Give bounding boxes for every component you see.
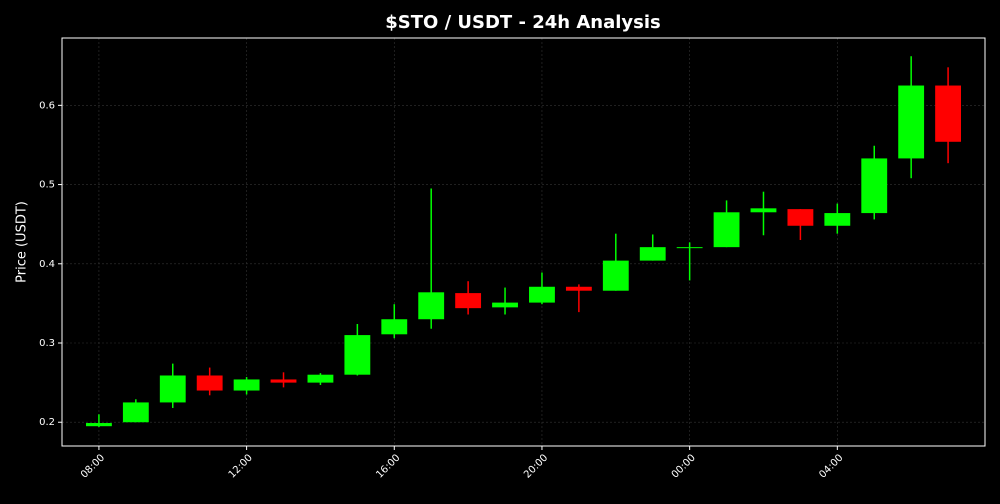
x-tick-label: 08:00 — [79, 452, 107, 480]
candle-body — [233, 379, 260, 391]
plot-frame — [61, 37, 986, 447]
y-tick-label: 0.2 — [39, 417, 55, 428]
x-tick-label: 04:00 — [817, 452, 845, 480]
y-tick-label: 0.5 — [39, 180, 55, 191]
candle-body — [418, 292, 445, 320]
candle-body — [381, 319, 408, 335]
candle-body — [455, 293, 482, 309]
candle-body — [898, 85, 925, 159]
y-tick-label: 0.4 — [39, 259, 55, 270]
candle-body — [529, 286, 555, 303]
candle-body — [492, 302, 518, 308]
candle-body — [824, 213, 851, 226]
candle-body — [85, 423, 112, 427]
candle-body — [676, 247, 703, 249]
y-tick-label: 0.6 — [39, 100, 55, 111]
candle-body — [344, 335, 371, 375]
x-tick-label: 16:00 — [374, 452, 402, 480]
candle-body — [713, 212, 740, 248]
candle-body — [935, 85, 962, 142]
candle-body — [602, 260, 629, 291]
candle-body — [307, 374, 334, 383]
chart-title: $STO / USDT - 24h Analysis — [385, 12, 661, 33]
candle-body — [159, 375, 186, 403]
candle-body — [122, 402, 149, 423]
candle-body — [565, 286, 592, 291]
candle-body — [750, 208, 777, 213]
candle-body — [639, 247, 666, 261]
candle-body — [270, 379, 297, 383]
x-tick-label: 20:00 — [522, 452, 550, 480]
y-axis-label: Price (USDT) — [15, 201, 30, 283]
candle-body — [196, 375, 223, 391]
candle-body — [787, 209, 814, 226]
y-tick-label: 0.3 — [39, 338, 55, 349]
x-tick-label: 00:00 — [670, 452, 698, 480]
candle-body — [861, 158, 888, 214]
x-tick-label: 12:00 — [227, 452, 255, 480]
